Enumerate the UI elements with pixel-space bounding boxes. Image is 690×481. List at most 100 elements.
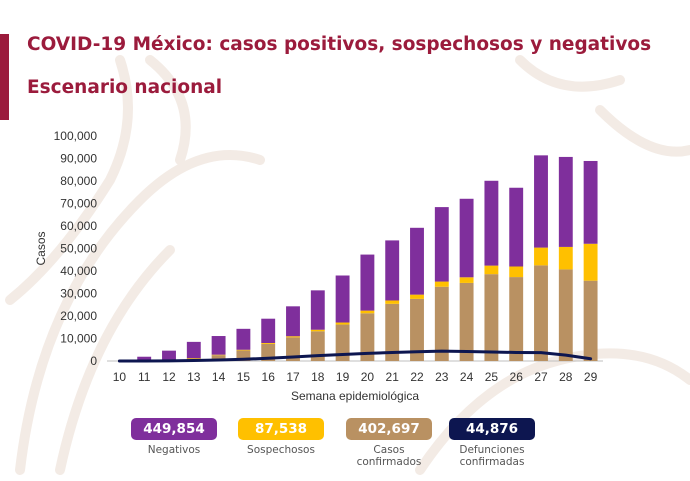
bar-negativos: [310, 290, 325, 330]
bar-casos-confirmados: [385, 303, 400, 361]
legend-value-badge: 44,876: [449, 418, 535, 440]
x-tick-label: 20: [361, 370, 375, 384]
page-title: COVID-19 México: casos positivos, sospec…: [27, 34, 652, 55]
x-tick-label: 16: [262, 370, 276, 384]
bar-sospechosos: [186, 358, 201, 359]
bar-sospechosos: [335, 322, 350, 325]
y-tick-label: 70,000: [60, 197, 97, 211]
x-tick-label: 12: [162, 370, 176, 384]
bar-negativos: [534, 155, 548, 248]
bar-negativos: [360, 254, 375, 311]
bar-casos-confirmados: [236, 350, 251, 361]
bar-sospechosos: [534, 247, 548, 266]
bar-casos-confirmados: [335, 324, 350, 361]
x-tick-label: 17: [286, 370, 300, 384]
bar-casos-confirmados: [360, 313, 375, 361]
legend-label: Casos confirmados: [356, 444, 422, 468]
bar-casos-confirmados: [459, 282, 474, 361]
y-tick-label: 0: [90, 354, 97, 368]
bar-negativos: [162, 350, 176, 361]
y-tick-label: 90,000: [60, 152, 97, 166]
x-axis-title: Semana epidemiológica: [291, 389, 419, 403]
bar-negativos: [211, 336, 226, 355]
bar-negativos: [484, 180, 499, 266]
y-tick-label: 50,000: [60, 242, 97, 256]
bar-sospechosos: [558, 246, 573, 270]
legend-item: 44,876 Defunciones confirmadas: [449, 418, 535, 468]
bar-casos-confirmados: [434, 286, 449, 361]
bar-sospechosos: [211, 354, 226, 356]
bar-sospechosos: [261, 343, 276, 344]
bar-sospechosos: [310, 329, 325, 332]
page-subtitle: Escenario nacional: [27, 77, 223, 98]
x-tick-label: 25: [485, 370, 499, 384]
bar-sospechosos: [360, 310, 375, 314]
bar-sospechosos: [385, 300, 400, 304]
bar-casos-confirmados: [509, 277, 524, 361]
x-tick-label: 18: [311, 370, 325, 384]
bar-negativos: [410, 227, 424, 295]
bar-negativos: [583, 160, 598, 244]
bar-casos-confirmados: [484, 274, 499, 361]
x-tick-label: 23: [435, 370, 449, 384]
bar-sospechosos: [236, 349, 251, 351]
x-tick-label: 13: [187, 370, 201, 384]
bar-sospechosos: [583, 243, 598, 281]
bar-sospechosos: [484, 265, 499, 275]
y-tick-label: 10,000: [60, 332, 97, 346]
bar-casos-confirmados: [558, 269, 573, 361]
legend-value-badge: 402,697: [346, 418, 432, 440]
bar-negativos: [236, 328, 251, 350]
bar-casos-confirmados: [310, 331, 325, 361]
x-tick-label: 26: [510, 370, 524, 384]
y-tick-label: 60,000: [60, 219, 97, 233]
y-tick-label: 80,000: [60, 174, 97, 188]
legend-item: 402,697 Casos confirmados: [346, 418, 432, 468]
y-axis-title: Casos: [34, 231, 48, 265]
legend-item: 87,538 Sospechosos: [238, 418, 324, 456]
bar-negativos: [459, 198, 474, 278]
x-tick-label: 19: [336, 370, 350, 384]
legend-value-badge: 87,538: [238, 418, 324, 440]
bar-negativos: [335, 275, 350, 323]
y-tick-label: 100,000: [54, 129, 98, 143]
bar-casos-confirmados: [583, 280, 598, 361]
legend-label: Sospechosos: [247, 444, 315, 456]
x-tick-label: 28: [559, 370, 573, 384]
y-tick-label: 30,000: [60, 287, 97, 301]
bar-sospechosos: [286, 336, 300, 338]
x-tick-label: 29: [584, 370, 598, 384]
bar-negativos: [434, 207, 449, 282]
x-tick-label: 27: [534, 370, 548, 384]
bar-negativos: [286, 306, 300, 337]
bar-negativos: [186, 341, 201, 359]
bar-casos-confirmados: [286, 337, 300, 361]
x-tick-label: 24: [460, 370, 474, 384]
bar-negativos: [385, 240, 400, 301]
bar-negativos: [137, 356, 152, 361]
bar-negativos: [261, 318, 276, 343]
bar-sospechosos: [509, 266, 524, 278]
legend-value-badge: 449,854: [131, 418, 217, 440]
x-tick-label: 15: [237, 370, 251, 384]
bar-negativos: [558, 156, 573, 247]
x-tick-label: 10: [113, 370, 127, 384]
bar-negativos: [509, 187, 524, 267]
bar-casos-confirmados: [211, 355, 226, 361]
x-tick-label: 21: [386, 370, 400, 384]
bar-sospechosos: [410, 294, 424, 299]
accent-bar: [0, 34, 9, 120]
y-tick-label: 20,000: [60, 309, 97, 323]
legend-label: Negativos: [147, 444, 201, 456]
legend-item: 449,854 Negativos: [131, 418, 217, 456]
line-defunciones-confirmadas: [117, 349, 593, 363]
bar-casos-confirmados: [534, 265, 548, 361]
bar-casos-confirmados: [410, 298, 424, 361]
y-tick-label: 40,000: [60, 264, 97, 278]
x-tick-label: 22: [410, 370, 424, 384]
x-tick-label: 14: [212, 370, 226, 384]
legend-label: Defunciones confirmadas: [459, 444, 525, 468]
bar-sospechosos: [434, 281, 449, 287]
x-tick-label: 11: [138, 370, 151, 384]
